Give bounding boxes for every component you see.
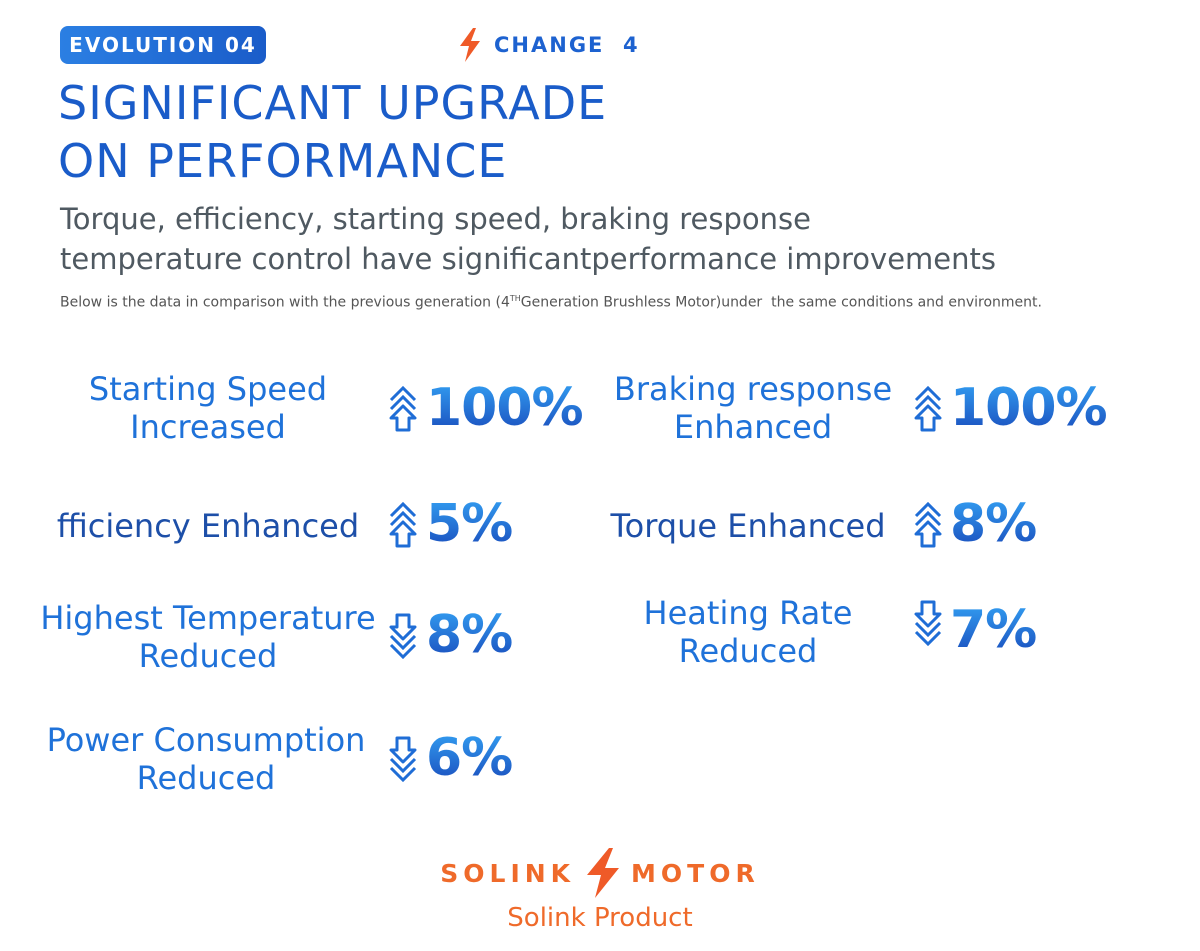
badge-text: EVOLUTION 04 (69, 33, 257, 57)
metric-label-heating-rate: Heating Rate Reduced (598, 594, 898, 670)
change-tag: CHANGE 4 (456, 28, 640, 62)
title-line-2: ON PERFORMANCE (58, 134, 508, 188)
double-arrow-down-icon (914, 600, 942, 646)
metric-label-line-1: Torque Enhanced (610, 507, 886, 545)
metric-label-power-consumption: Power Consumption Reduced (30, 721, 382, 797)
brand-word-right: MOTOR (631, 858, 760, 888)
metric-label-line-2: Reduced (136, 759, 276, 797)
double-arrow-up-icon (389, 502, 417, 548)
note-text-start: Below is the data in comparison with the… (60, 294, 510, 311)
metric-label-highest-temperature: Highest Temperature Reduced (28, 599, 388, 675)
metric-label-torque: Torque Enhanced (593, 507, 903, 545)
evolution-badge: EVOLUTION 04 (60, 26, 266, 64)
comparison-note: Below is the data in comparison with the… (60, 294, 1042, 311)
double-arrow-up-icon (914, 502, 942, 548)
page-title: SIGNIFICANT UPGRADE ON PERFORMANCE (58, 74, 607, 190)
brand-logo: SOLINK MOTOR (0, 848, 1200, 898)
lightning-bolt-icon (460, 28, 480, 62)
double-arrow-down-icon (389, 613, 417, 659)
metric-label-line-2: Enhanced (673, 408, 833, 446)
metric-label-line-1: Power Consumption (46, 721, 366, 759)
metric-value-heating-rate: 7% (950, 600, 1037, 660)
double-arrow-down-icon (389, 736, 417, 782)
brand-word-left: SOLINK (440, 858, 576, 888)
metric-label-line-1: Starting Speed (88, 370, 328, 408)
metric-label-line-1: fficiency Enhanced (56, 507, 360, 545)
title-line-1: SIGNIFICANT UPGRADE (58, 76, 608, 130)
metric-label-braking-response: Braking response Enhanced (603, 370, 903, 446)
metric-label-starting-speed: Starting Speed Increased (48, 370, 368, 446)
note-text-end: Generation Brushless Motor)under the sam… (520, 294, 1042, 311)
lightning-bolt-icon (587, 848, 620, 898)
metric-label-line-1: Heating Rate (643, 594, 853, 632)
double-arrow-up-icon (914, 386, 942, 432)
metric-value-braking-response: 100% (950, 378, 1108, 438)
metric-value-starting-speed: 100% (426, 378, 584, 438)
metric-label-line-1: Braking response (613, 370, 893, 408)
metric-label-line-1: Highest Temperature (40, 599, 376, 637)
change-label: CHANGE 4 (494, 33, 640, 57)
double-arrow-up-icon (389, 386, 417, 432)
subtitle-line-1: Torque, efficiency, starting speed, brak… (60, 202, 811, 236)
subtitle: Torque, efficiency, starting speed, brak… (60, 199, 996, 279)
metric-value-torque: 8% (950, 494, 1037, 554)
metric-label-line-2: Reduced (678, 632, 818, 670)
metric-value-power-consumption: 6% (426, 728, 513, 788)
tagline: Solink Product (507, 903, 693, 933)
metric-label-line-2: Increased (130, 408, 286, 446)
metric-label-efficiency: fficiency Enhanced (38, 507, 378, 545)
subtitle-line-2: temperature control have significantperf… (60, 242, 997, 276)
metric-value-efficiency: 5% (426, 494, 513, 554)
metric-value-highest-temperature: 8% (426, 605, 513, 665)
metric-label-line-2: Reduced (138, 637, 278, 675)
note-superscript: TH (509, 294, 521, 303)
